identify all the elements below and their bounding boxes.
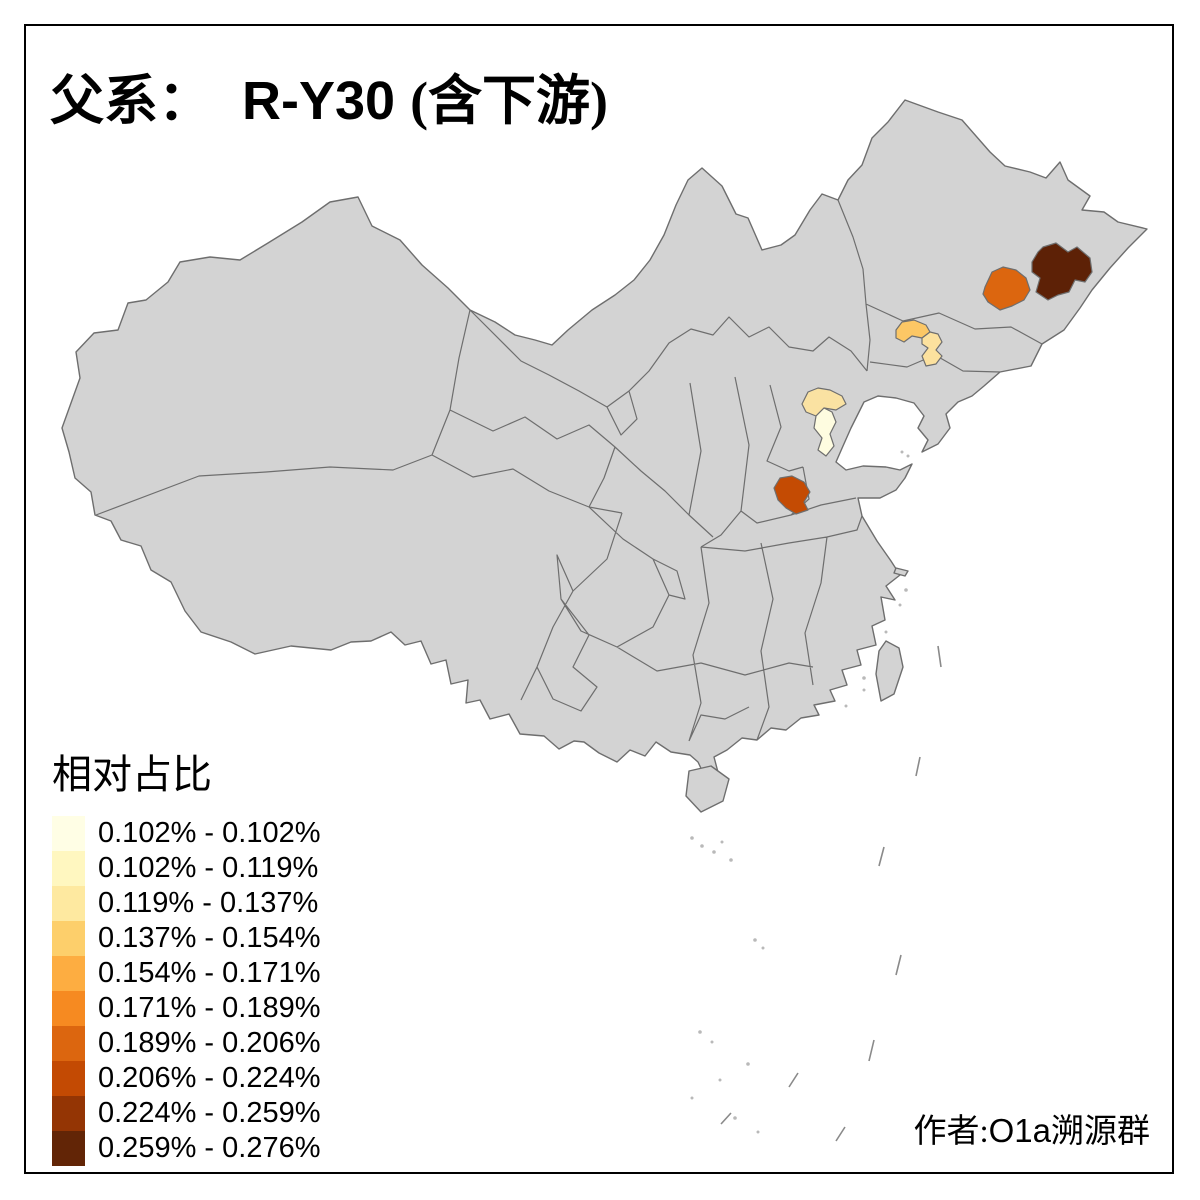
- region-northeast-central: [982, 266, 1031, 311]
- legend-row: 0.154% - 0.171%: [52, 956, 320, 991]
- legend-row: 0.189% - 0.206%: [52, 1026, 320, 1061]
- legend-row: 0.119% - 0.137%: [52, 886, 320, 921]
- legend-row: 0.171% - 0.189%: [52, 991, 320, 1026]
- china-mainland-shape: [61, 99, 1148, 780]
- legend-label: 0.171% - 0.189%: [98, 992, 321, 1024]
- legend-swatch: [52, 991, 85, 1026]
- author-credit: 作者:O1a溯源群: [913, 1104, 1150, 1152]
- legend-swatch: [52, 816, 85, 851]
- hainan-island: [685, 765, 730, 813]
- legend-label: 0.206% - 0.224%: [98, 1062, 321, 1094]
- legend-row: 0.259% - 0.276%: [52, 1131, 320, 1166]
- legend-swatch: [52, 956, 85, 991]
- legend-title: 相对占比: [52, 752, 212, 797]
- page-title: 父系： R-Y30 (含下游): [50, 56, 608, 135]
- title-suffix: (含下游): [410, 71, 609, 131]
- legend-row: 0.102% - 0.102%: [52, 816, 320, 851]
- credit-suffix: 溯源群: [1051, 1114, 1150, 1150]
- legend-label: 0.259% - 0.276%: [98, 1132, 321, 1164]
- legend-label: 0.224% - 0.259%: [98, 1097, 321, 1129]
- legend-row: 0.206% - 0.224%: [52, 1061, 320, 1096]
- credit-latin: O1a: [988, 1112, 1051, 1149]
- region-tianjin-area: [813, 407, 837, 457]
- legend-label: 0.119% - 0.137%: [98, 887, 319, 919]
- legend: 相对占比 0.102% - 0.102% 0.102% - 0.119% 0.1…: [52, 742, 320, 1166]
- legend-swatch: [52, 1061, 85, 1096]
- legend-label: 0.102% - 0.119%: [98, 852, 319, 884]
- region-north-henan: [773, 475, 811, 515]
- legend-row: 0.102% - 0.119%: [52, 851, 320, 886]
- legend-label: 0.102% - 0.102%: [98, 817, 321, 849]
- legend-row: 0.137% - 0.154%: [52, 921, 320, 956]
- legend-row: 0.224% - 0.259%: [52, 1096, 320, 1131]
- title-prefix: 父系：: [50, 71, 212, 131]
- legend-swatch: [52, 1096, 85, 1131]
- taiwan-island: [875, 640, 904, 702]
- region-northeast-far-east: [1031, 242, 1093, 301]
- nine-dash-line: [720, 645, 942, 1142]
- legend-label: 0.154% - 0.171%: [98, 957, 321, 989]
- credit-prefix: 作者:: [913, 1114, 989, 1150]
- legend-swatch: [52, 1131, 85, 1166]
- region-liaoning-east: [921, 331, 943, 367]
- sea-islets: [690, 450, 910, 1134]
- title-haplogroup: R-Y30: [242, 71, 396, 131]
- legend-swatch: [52, 1026, 85, 1061]
- legend-swatch: [52, 851, 85, 886]
- legend-label: 0.137% - 0.154%: [98, 922, 321, 954]
- coastal-islet: [893, 567, 909, 577]
- legend-swatch: [52, 886, 85, 921]
- region-beijing-area: [801, 387, 847, 417]
- legend-swatch: [52, 921, 85, 956]
- legend-label: 0.189% - 0.206%: [98, 1027, 321, 1059]
